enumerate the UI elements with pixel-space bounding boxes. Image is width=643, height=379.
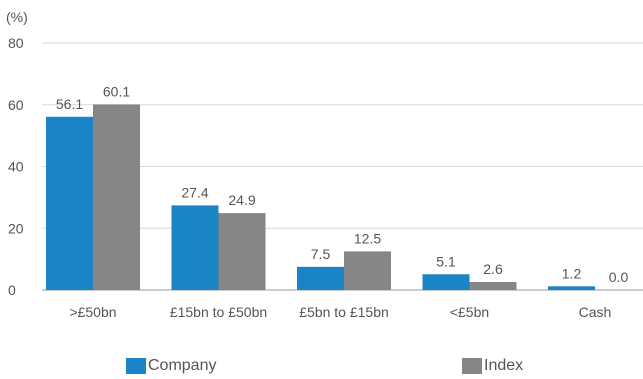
bar-company-2 [297, 266, 344, 290]
bar-index-2 [344, 251, 391, 290]
bars [46, 104, 595, 290]
bar-company-1 [171, 205, 219, 290]
data-label-index-4: 0.0 [609, 269, 629, 285]
legend-swatch-company [126, 358, 146, 374]
category-label-4: Cash [579, 304, 612, 320]
data-label-company-0: 56.1 [56, 96, 83, 112]
category-label-0: >£50bn [69, 304, 116, 320]
category-label-1: £15bn to £50bn [170, 304, 267, 320]
y-axis-unit-label: (%) [6, 9, 28, 25]
y-tick-label: 80 [8, 35, 24, 51]
data-labels: 56.1 60.1 27.4 24.9 7.5 12.5 5.1 2.6 1.2 0.0 [56, 83, 629, 285]
bar-index-3 [469, 281, 517, 290]
category-label-3: <£5bn [450, 304, 489, 320]
bar-company-0 [46, 116, 93, 290]
data-label-company-2: 7.5 [311, 246, 331, 262]
bar-index-0 [93, 104, 140, 290]
category-label-2: £5bn to £15bn [299, 304, 389, 320]
y-tick-label: 20 [8, 220, 24, 236]
legend-label-index: Index [484, 357, 524, 374]
legend-label-company: Company [148, 357, 217, 374]
data-label-company-1: 27.4 [181, 184, 208, 200]
legend-item-index: Index [462, 356, 523, 376]
y-tick-label: 40 [8, 159, 24, 175]
bar-company-3 [422, 274, 470, 290]
y-tick-label: 0 [8, 282, 16, 298]
data-label-index-1: 24.9 [228, 192, 255, 208]
bar-chart: 0 20 40 60 80 (%) 56.1 60.1 27.4 24.9 7.5 12.5 5.1… [6, 9, 643, 320]
y-tick-label: 60 [8, 97, 24, 113]
category-labels: >£50bn £15bn to £50bn £5bn to £15bn <£5bn Ca… [69, 304, 611, 320]
data-label-company-4: 1.2 [562, 265, 582, 281]
bar-company-4 [548, 286, 595, 290]
legend-item-company: Company [126, 356, 216, 376]
data-label-index-3: 2.6 [483, 261, 503, 277]
data-label-index-0: 60.1 [103, 83, 130, 99]
data-label-index-2: 12.5 [354, 230, 381, 246]
data-label-company-3: 5.1 [436, 253, 456, 269]
gridlines [42, 42, 643, 291]
y-axis-ticks: 0 20 40 60 80 [8, 35, 24, 298]
bar-index-1 [218, 213, 266, 290]
legend-swatch-index [462, 358, 482, 374]
